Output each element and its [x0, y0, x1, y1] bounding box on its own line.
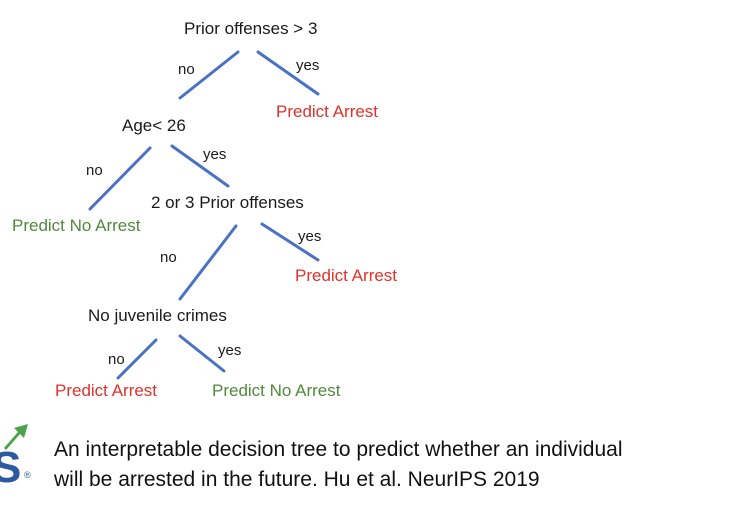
edge-label-juvenile-yes: yes: [218, 342, 242, 359]
leaf-age-no-predict-no-arrest: Predict No Arrest: [12, 216, 141, 235]
edge-juvenile-yes: [178, 334, 226, 373]
edge-age-no: [88, 146, 152, 211]
edge-label-age-yes: yes: [203, 146, 227, 163]
leaf-root-yes-predict-arrest: Predict Arrest: [276, 102, 379, 121]
edge-prior-yes: [260, 222, 320, 262]
edge-label-prior-yes: yes: [298, 228, 322, 245]
edge-age-yes: [170, 144, 230, 188]
edge-root-yes: [256, 50, 320, 96]
edge-label-root-no: no: [178, 61, 195, 78]
edge-label-prior-no: no: [160, 249, 177, 266]
leaf-prior-yes-predict-arrest: Predict Arrest: [295, 266, 398, 285]
svg-text:S: S: [0, 443, 21, 492]
caption-line-1: An interpretable decision tree to predic…: [54, 438, 623, 461]
logo-icon: S ®: [0, 424, 31, 492]
edge-root-no: [178, 50, 240, 100]
node-prior-offenses-gt3: Prior offenses > 3: [184, 19, 318, 38]
node-age-lt-26: Age< 26: [122, 116, 186, 135]
caption-line-2: will be arrested in the future. Hu et al…: [54, 468, 540, 491]
edge-juvenile-no: [116, 338, 158, 380]
edge-label-age-no: no: [86, 162, 103, 179]
edge-prior-no: [178, 224, 238, 301]
node-2-or-3-prior-offenses: 2 or 3 Prior offenses: [151, 193, 304, 212]
edge-label-juvenile-no: no: [108, 351, 125, 368]
svg-text:®: ®: [24, 470, 31, 480]
node-no-juvenile-crimes: No juvenile crimes: [88, 306, 227, 325]
leaf-juvenile-yes-predict-no-arrest: Predict No Arrest: [212, 381, 341, 400]
edge-label-root-yes: yes: [296, 57, 320, 74]
leaf-juvenile-no-predict-arrest: Predict Arrest: [55, 381, 158, 400]
